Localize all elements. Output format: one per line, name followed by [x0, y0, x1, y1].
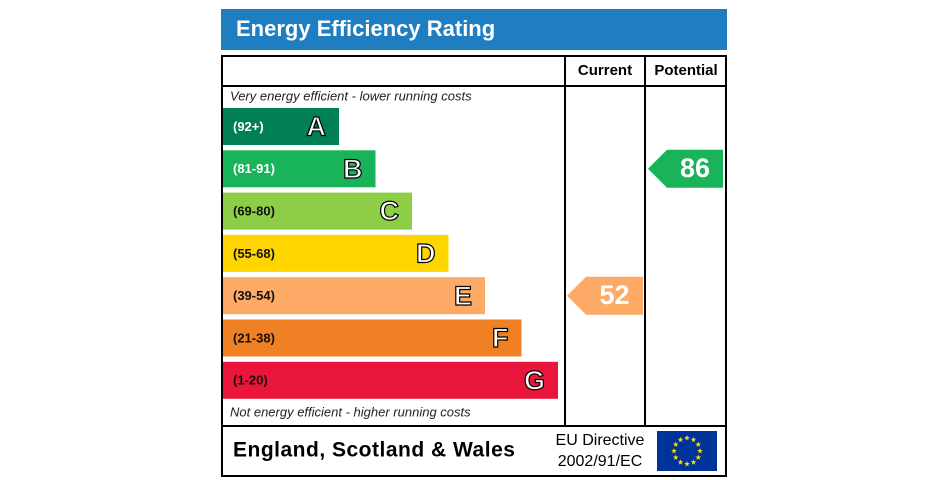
eu-star [671, 448, 677, 454]
rating-value: 52 [599, 280, 629, 310]
eu-star [677, 436, 684, 443]
eu-star [684, 435, 690, 441]
band-bar [223, 192, 412, 230]
eu-star [695, 441, 702, 447]
band-letter: C [380, 196, 400, 226]
band-range: (92+) [233, 119, 264, 134]
band-bar [223, 150, 376, 188]
band-letter: A [307, 112, 327, 142]
eu-star [690, 459, 697, 465]
band-bar [223, 108, 339, 145]
footer-directive: 2002/91/EC [558, 453, 643, 470]
band-range: (81-91) [233, 161, 275, 176]
band-letter: F [492, 323, 509, 353]
footer-directive: EU Directive [556, 432, 645, 449]
eu-star [672, 454, 679, 460]
band-bar [223, 277, 485, 315]
title: Energy Efficiency Rating [236, 16, 495, 41]
bottom-note: Not energy efficient - higher running co… [230, 404, 471, 419]
eu-star [677, 459, 684, 465]
band-range: (21-38) [233, 330, 275, 345]
band-letter: E [454, 281, 472, 311]
rating-value: 86 [680, 153, 710, 183]
title-bar [221, 9, 727, 50]
band-letter: D [416, 239, 436, 269]
top-note: Very energy efficient - lower running co… [230, 88, 472, 103]
rating-arrow [648, 149, 723, 188]
band-bar [223, 319, 522, 357]
rating-arrow [567, 276, 643, 315]
column-header: Potential [654, 62, 717, 79]
eu-stars [671, 435, 703, 467]
band-range: (1-20) [233, 373, 268, 388]
band-bar [223, 361, 558, 399]
eu-star [690, 436, 697, 443]
eu-star [697, 448, 703, 454]
band-range: (39-54) [233, 288, 275, 303]
footer-region: England, Scotland & Wales [233, 439, 515, 462]
frame [221, 55, 727, 477]
band-bar [223, 234, 449, 272]
eu-star [672, 441, 679, 447]
band-range: (69-80) [233, 204, 275, 219]
band-letter: B [343, 154, 363, 184]
column-header: Current [578, 62, 632, 79]
eu-star [695, 454, 702, 460]
eu-star [684, 461, 690, 467]
band-range: (55-68) [233, 246, 275, 261]
band-letter: G [524, 365, 545, 395]
